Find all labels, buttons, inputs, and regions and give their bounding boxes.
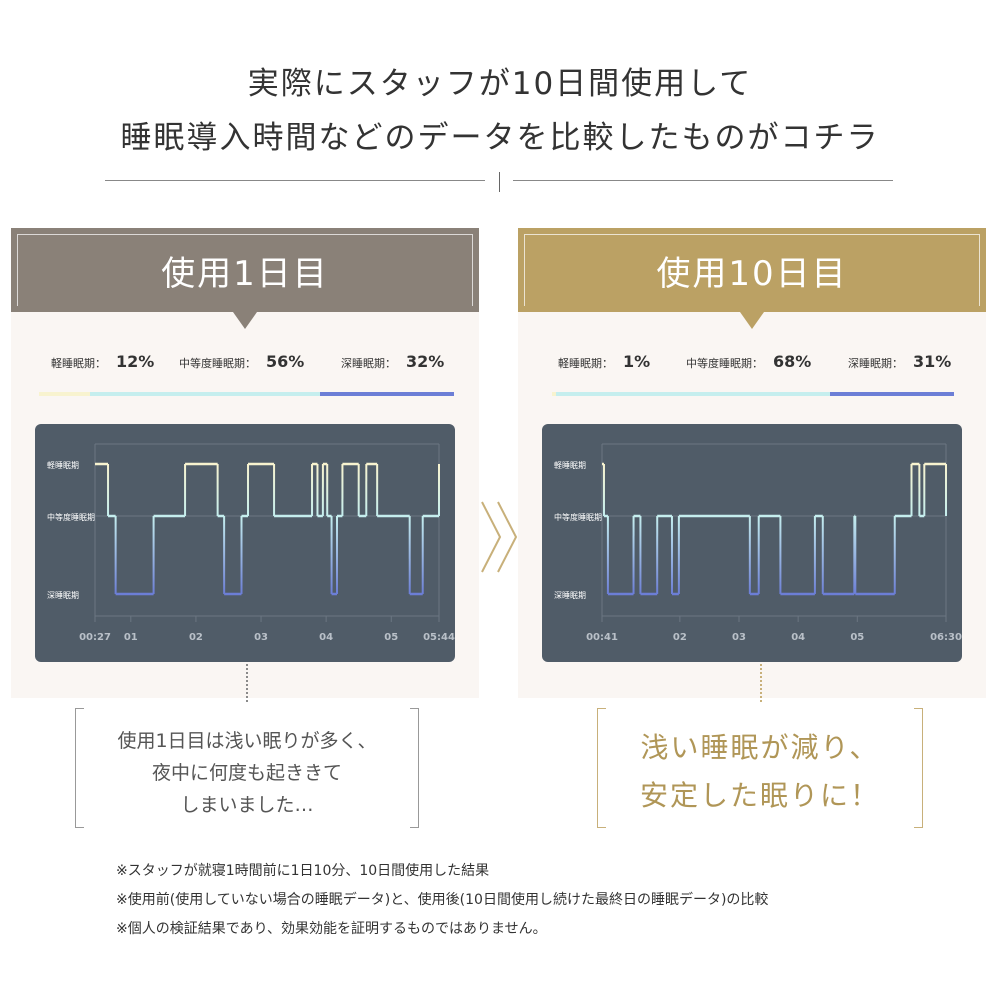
x-tick-label: 02 (673, 632, 687, 643)
stat-light-day10: 軽睡眠期： 1% (558, 352, 651, 371)
footnote-2: ※使用前(使用していない場合の睡眠データ)と、使用後(10日間使用し続けた最終日… (116, 892, 769, 908)
x-tick-label: 00:27 (79, 632, 111, 643)
x-tick-label: 02 (189, 632, 203, 643)
stat-deep-day1: 深睡眠期： 32% (341, 352, 445, 371)
ratio-bar-medium-day1 (90, 392, 320, 396)
chart-day10: 深睡眠期 中等度睡眠期 軽睡眠期 00:41 02 03 04 05 06:30 (542, 424, 962, 662)
x-tick-label: 03 (254, 632, 268, 643)
ratio-bar-deep-day1 (320, 392, 454, 396)
x-tick-label: 05 (850, 632, 864, 643)
y-tick-label: 中等度睡眠期 (554, 512, 602, 522)
y-tick-label: 軽睡眠期 (554, 461, 586, 470)
stat-medium-day10: 中等度睡眠期： 68% (686, 352, 812, 371)
panel-day1: 使用1日目 軽睡眠期： 12% 中等度睡眠期： 56% 深睡眠期： 32% 深睡眠期 中… (11, 228, 479, 698)
y-tick-label: 中等度睡眠期 (47, 512, 95, 522)
x-tick-label: 01 (124, 632, 138, 643)
y-tick-label: 深睡眠期 (47, 591, 79, 600)
ratio-bar-light-day1 (39, 392, 90, 396)
footnote-3: ※個人の検証結果であり、効果効能を証明するものではありません。 (116, 921, 547, 937)
comment-day1-line-1: 使用1日目は浅い眠りが多く、 (117, 730, 377, 752)
x-tick-label: 04 (319, 632, 333, 643)
banner-day10: 使用10日目 (518, 228, 986, 329)
divider-right (513, 180, 893, 181)
footnote-1: ※スタッフが就寝1時間前に1日10分、10日間使用した結果 (116, 863, 490, 879)
ratio-bar-deep-day10 (830, 392, 954, 396)
stat-medium-day1: 中等度睡眠期： 56% (179, 352, 305, 371)
x-tick-label: 03 (732, 632, 746, 643)
connector-day1 (246, 664, 248, 702)
comment-day1-line-2: 夜中に何度も起ききて (151, 762, 342, 784)
banner-day10-title: 使用10日目 (656, 254, 848, 294)
banner-day1-title: 使用1日目 (161, 254, 329, 294)
headline-line-1: 実際にスタッフが10日間使用して (247, 66, 753, 102)
stat-deep-day10: 深睡眠期： 31% (848, 352, 952, 371)
x-tick-label: 04 (791, 632, 805, 643)
banner-day1-pointer (233, 312, 257, 329)
connector-day10 (760, 664, 762, 702)
x-tick-label: 05 (384, 632, 398, 643)
y-tick-label: 深睡眠期 (554, 591, 586, 600)
comment-day10: 浅い睡眠が減り、 安定した眠りに！ (597, 708, 923, 828)
ratio-bar-light-day10 (552, 392, 556, 396)
x-tick-label: 06:30 (930, 632, 962, 643)
banner-day10-pointer (740, 312, 764, 329)
comment-day10-line-2: 安定した眠りに！ (639, 779, 880, 812)
next-chevrons-icon (481, 501, 518, 573)
x-tick-label: 00:41 (586, 632, 618, 643)
banner-day1: 使用1日目 (11, 228, 479, 329)
panel-day10: 使用10日目 軽睡眠期： 1% 中等度睡眠期： 68% 深睡眠期： 31% 深睡眠期 中… (518, 228, 986, 698)
comment-day10-line-1: 浅い睡眠が減り、 (640, 731, 880, 764)
divider-tick (499, 172, 500, 192)
stat-light-day1: 軽睡眠期： 12% (51, 352, 155, 371)
comment-day1-line-3: しまいました… (180, 794, 314, 816)
chart-day1: 深睡眠期 中等度睡眠期 軽睡眠期 00:27 01 02 03 04 05 05:44 (35, 424, 455, 662)
divider-left (105, 180, 485, 181)
comment-day1: 使用1日目は浅い眠りが多く、 夜中に何度も起ききて しまいました… (75, 708, 419, 828)
y-tick-label: 軽睡眠期 (47, 461, 79, 470)
x-tick-label: 05:44 (423, 632, 455, 643)
ratio-bar-medium-day10 (556, 392, 830, 396)
headline-line-2: 睡眠導入時間などのデータを比較したものがコチラ (120, 120, 880, 156)
